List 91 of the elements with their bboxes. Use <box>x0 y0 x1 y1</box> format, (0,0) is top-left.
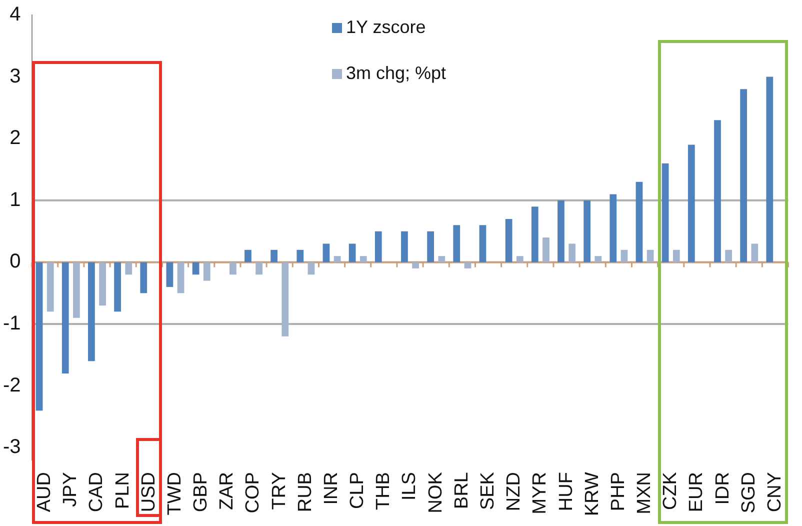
bar <box>584 200 590 262</box>
bar <box>114 262 121 312</box>
bar <box>725 250 732 262</box>
bar <box>594 256 602 262</box>
bar <box>88 262 95 362</box>
bar <box>244 250 252 262</box>
bar <box>672 250 680 262</box>
y-tick-label: 2 <box>10 127 21 150</box>
x-tick-label: TRY <box>268 472 290 510</box>
x-tick-label: AUD <box>34 472 56 512</box>
bar <box>688 144 695 262</box>
x-tick-label: KRW <box>582 472 603 516</box>
bar <box>360 256 367 262</box>
bar <box>714 120 721 262</box>
x-tick-label: JPY <box>60 472 82 507</box>
bar <box>36 262 43 411</box>
y-tick-label: 3 <box>10 65 21 88</box>
x-tick-label: CLP <box>347 472 368 509</box>
x-tick-label: SEK <box>478 472 498 510</box>
bar <box>558 200 564 262</box>
bar <box>505 218 512 262</box>
x-tick-label: CNY <box>764 472 786 512</box>
bar <box>270 250 278 262</box>
bar <box>479 225 486 262</box>
x-tick-label: COP <box>242 472 264 514</box>
bar <box>348 244 356 262</box>
x-tick-label: EUR <box>686 472 708 512</box>
x-tick-label: MYR <box>530 472 551 514</box>
bar <box>125 262 132 275</box>
bar <box>73 262 80 318</box>
bar <box>62 262 69 374</box>
bar <box>620 250 628 262</box>
x-tick-label: CAD <box>86 472 108 512</box>
y-tick-label: 4 <box>10 4 21 26</box>
bar <box>322 244 330 262</box>
x-tick-label: BRL <box>451 472 472 509</box>
x-tick-label: GBP <box>190 472 212 512</box>
bar <box>516 256 524 262</box>
bar <box>662 163 669 262</box>
x-tick-label: SGD <box>738 472 760 514</box>
bar <box>177 262 184 294</box>
bar <box>256 262 262 275</box>
x-tick-label: RUB <box>294 472 316 512</box>
bar <box>46 262 54 312</box>
bar <box>140 262 148 294</box>
y-tick-label: -1 <box>2 312 21 335</box>
bar <box>282 262 289 336</box>
bar <box>464 262 472 268</box>
x-tick-label: NOK <box>425 472 446 514</box>
x-tick-label: THB <box>373 472 394 510</box>
bar <box>438 256 446 262</box>
x-tick-label: MXN <box>634 472 656 514</box>
bar <box>453 225 460 262</box>
y-tick-label: 0 <box>10 250 21 273</box>
x-tick-label: INR <box>320 472 342 505</box>
bar <box>374 231 382 262</box>
x-tick-label: PLN <box>112 472 134 509</box>
bar <box>766 76 774 262</box>
x-tick-label: HUF <box>556 472 577 512</box>
bar <box>334 256 341 262</box>
legend-label: 1Y zscore <box>346 16 426 37</box>
bar <box>203 262 210 281</box>
bar <box>646 250 654 262</box>
bar <box>308 262 315 275</box>
y-tick-label: -3 <box>2 436 21 458</box>
bar <box>401 231 408 262</box>
bar <box>192 262 200 275</box>
bar <box>427 231 434 262</box>
x-tick-label: ZAR <box>216 472 238 510</box>
bar <box>568 244 576 262</box>
bar <box>99 262 106 306</box>
bar <box>166 262 174 287</box>
x-tick-label: IDR <box>712 472 734 505</box>
legend-label: 3m chg; %pt <box>346 62 446 83</box>
x-tick-label: CZK <box>660 472 682 510</box>
bar <box>412 262 419 268</box>
bar <box>296 250 304 262</box>
x-tick-label: TWD <box>164 472 186 516</box>
bar <box>531 206 538 262</box>
bar <box>610 194 617 262</box>
x-tick-label: PHP <box>608 472 629 512</box>
bar <box>230 262 236 275</box>
bar <box>740 89 748 262</box>
y-tick-label: -2 <box>2 374 21 396</box>
bar <box>751 244 758 262</box>
y-tick-label: 1 <box>10 188 21 211</box>
x-tick-label: NZD <box>504 472 525 512</box>
bar <box>542 238 550 262</box>
x-tick-label: USD <box>138 472 160 512</box>
bar <box>636 182 643 262</box>
x-tick-label: ILS <box>399 472 420 501</box>
